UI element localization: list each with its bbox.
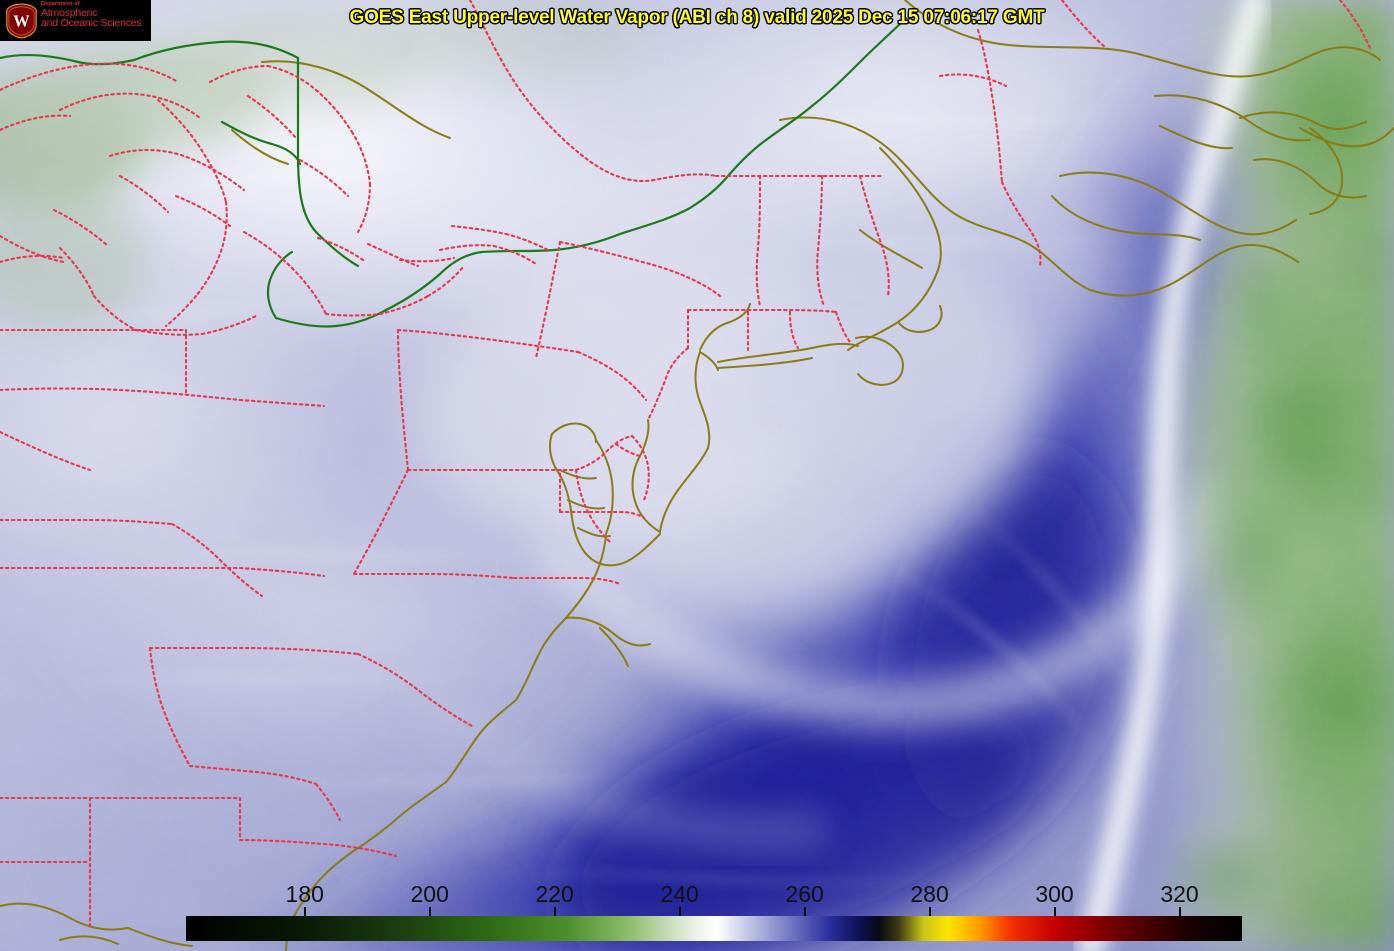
logo-line-atmospheric: Atmospheric bbox=[41, 6, 98, 19]
uw-aos-logo: W Department of Atmospheric and Oceanic … bbox=[0, 0, 151, 41]
uw-crest-icon: W bbox=[6, 3, 37, 39]
logo-line-oceanic: and Oceanic Sciences bbox=[41, 17, 142, 30]
svg-text:W: W bbox=[13, 11, 30, 30]
logo-line-department: Department of bbox=[41, 1, 80, 7]
image-title: GOES East Upper-level Water Vapor (ABI c… bbox=[349, 7, 1045, 28]
uw-aos-logo-text: Department of Atmospheric and Oceanic Sc… bbox=[41, 1, 142, 30]
